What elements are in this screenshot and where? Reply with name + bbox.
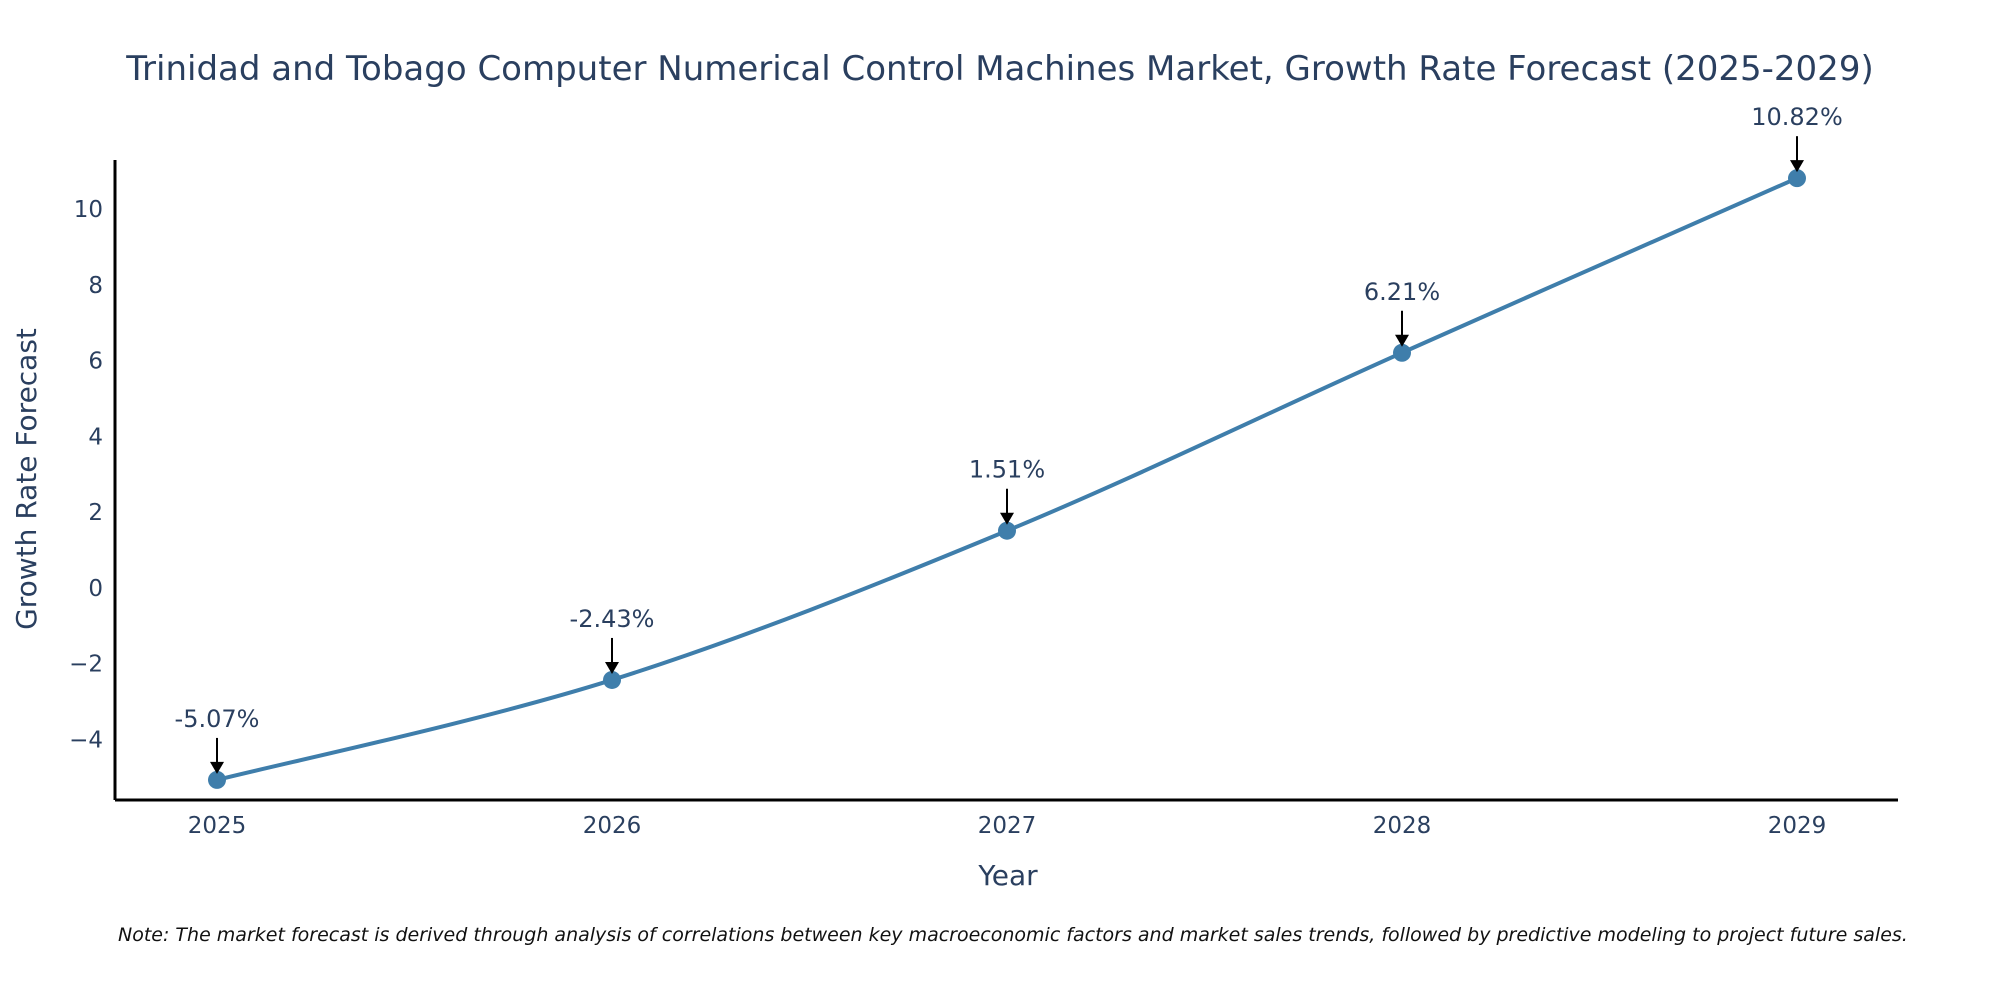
x-tick-label: 2027 xyxy=(978,813,1037,839)
chart-title: Trinidad and Tobago Computer Numerical C… xyxy=(125,49,1873,89)
data-point-2029 xyxy=(1788,169,1806,188)
data-label-2025: -5.07% xyxy=(175,705,260,733)
data-label-2029: 10.82% xyxy=(1751,103,1843,131)
data-point-2025 xyxy=(208,770,226,789)
y-tick-label: 10 xyxy=(74,197,103,223)
x-axis-title: Year xyxy=(977,859,1038,892)
data-point-2026 xyxy=(603,670,621,689)
annotation-arrow-head xyxy=(1790,160,1804,173)
annotation-arrow-head xyxy=(210,761,224,774)
forecast-note: Note: The market forecast is derived thr… xyxy=(118,924,1908,946)
plot-area: −4 −2 0 2 4 6 8 10 2025 2026 2027 2028 2029 -5.07% -2.… xyxy=(69,103,1898,839)
x-tick-label: 2026 xyxy=(583,813,642,839)
y-tick-label: −4 xyxy=(69,727,103,753)
y-tick-label: 6 xyxy=(88,349,103,375)
data-label-2028: 6.21% xyxy=(1364,278,1440,306)
data-point-2028 xyxy=(1393,343,1411,362)
annotation-arrow-head xyxy=(1000,512,1014,525)
y-tick-label: −2 xyxy=(69,652,103,678)
y-tick-label: 4 xyxy=(88,424,103,450)
y-tick-label: 2 xyxy=(88,500,103,526)
x-tick-label: 2028 xyxy=(1373,813,1432,839)
annotation-arrow-head xyxy=(605,661,619,674)
data-point-2027 xyxy=(998,521,1016,540)
y-tick-label: 8 xyxy=(88,273,103,299)
x-tick-label: 2029 xyxy=(1768,813,1827,839)
y-axis-title: Growth Rate Forecast xyxy=(10,328,43,630)
annotation-arrow-head xyxy=(1395,334,1409,347)
x-tick-label: 2025 xyxy=(188,813,247,839)
y-tick-label: 0 xyxy=(88,576,103,602)
data-label-2027: 1.51% xyxy=(969,456,1045,484)
data-label-2026: -2.43% xyxy=(570,605,655,633)
